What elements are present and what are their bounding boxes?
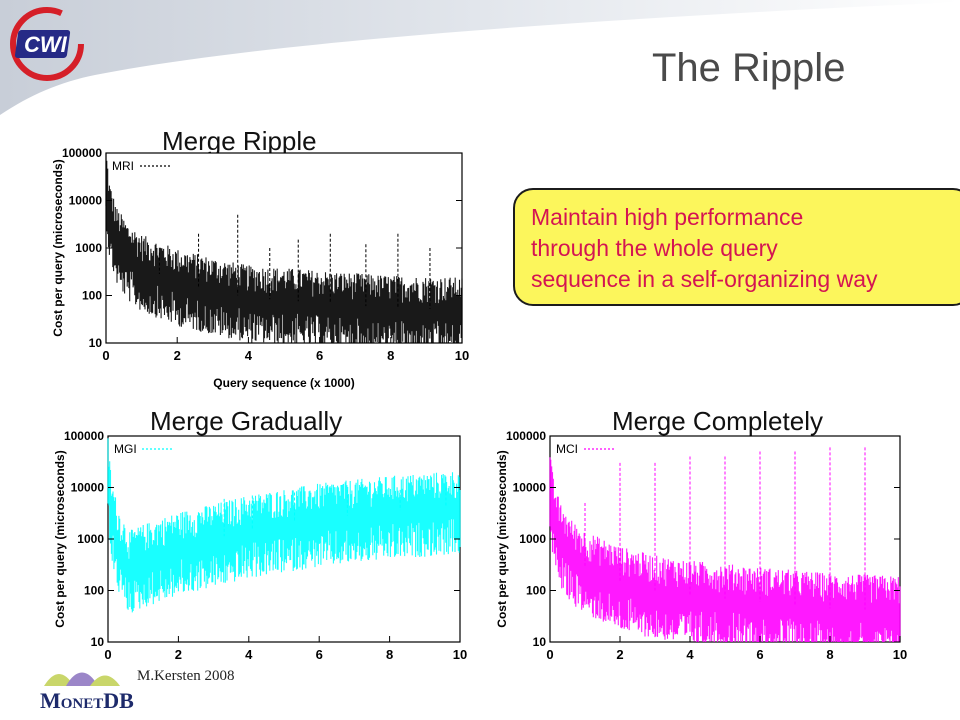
legend-label: MGI <box>114 442 137 456</box>
x-tick-label: 2 <box>174 348 181 363</box>
cwi-logo: CWI <box>8 5 86 83</box>
series-band <box>549 457 901 642</box>
y-tick-label: 100000 <box>62 146 102 160</box>
legend-label: MRI <box>112 159 134 173</box>
x-tick-label: 10 <box>453 647 467 662</box>
y-tick-label: 10000 <box>69 194 103 208</box>
x-tick-label: 6 <box>316 348 323 363</box>
y-tick-label: 100 <box>526 584 546 598</box>
cwi-logo-mark <box>10 7 84 81</box>
data-series <box>549 447 901 642</box>
legend-label: MCI <box>556 442 578 456</box>
callout-line: sequence in a self-organizing way <box>531 266 878 292</box>
slide-title: The Ripple <box>652 46 846 90</box>
x-tick-label: 2 <box>616 647 623 662</box>
y-axis-label: Cost per query (microseconds) <box>495 450 509 627</box>
x-tick-label: 10 <box>893 647 907 662</box>
x-tick-label: 8 <box>386 647 393 662</box>
x-tick-label: 6 <box>316 647 323 662</box>
y-tick-label: 1000 <box>75 241 102 255</box>
x-tick-label: 8 <box>826 647 833 662</box>
x-tick-label: 4 <box>245 647 253 662</box>
callout-box: Maintain high performance through the wh… <box>513 188 960 306</box>
y-tick-label: 100000 <box>506 430 546 443</box>
y-tick-label: 100 <box>84 584 104 598</box>
monetdb-logo-text: MonetDB <box>40 688 134 713</box>
x-tick-label: 0 <box>546 647 553 662</box>
callout-line: through the whole query <box>531 235 778 261</box>
monetdb-logo-mark <box>44 672 120 686</box>
x-tick-label: 8 <box>387 348 394 363</box>
legend-bg <box>553 439 625 457</box>
merge-ripple-chart: 10 100 1000 10000 100000 0 2 4 6 8 10 Cost per quer… <box>51 146 469 390</box>
footer-author: M.Kersten 2008 <box>137 668 235 684</box>
series-band <box>105 153 463 343</box>
merge-gradually-chart: 10 100 1000 10000 100000 0 2 4 6 8 10 Cost per quer… <box>53 430 467 662</box>
chart-title-merge-ripple: Merge Ripple <box>162 126 317 156</box>
y-tick-label: 1000 <box>519 532 546 546</box>
y-axis-label: Cost per query (microseconds) <box>53 450 67 627</box>
x-tick-label: 0 <box>102 348 109 363</box>
x-tick-label: 4 <box>686 647 694 662</box>
monetdb-logo: MonetDB <box>40 664 140 716</box>
cwi-logo-text: CWI <box>24 32 67 57</box>
y-tick-label: 100000 <box>64 430 104 443</box>
merge-completely-chart: 10 100 1000 10000 100000 0 2 4 6 8 10 Cost per quer… <box>495 430 907 662</box>
y-tick-label: 1000 <box>77 532 104 546</box>
y-tick-label: 10 <box>89 336 103 350</box>
data-series <box>105 153 463 343</box>
x-tick-label: 6 <box>756 647 763 662</box>
x-tick-label: 10 <box>455 348 469 363</box>
x-tick-label: 4 <box>245 348 253 363</box>
y-axis-label: Cost per query (microseconds) <box>51 159 65 336</box>
series-band <box>107 438 461 613</box>
y-tick-label: 10000 <box>513 481 547 495</box>
y-tick-label: 100 <box>82 289 102 303</box>
legend-bg <box>111 439 183 457</box>
x-axis-label: Query sequence (x 1000) <box>213 376 354 390</box>
y-tick-label: 10 <box>533 635 547 649</box>
chart-title-merge-completely: Merge Completely <box>612 406 823 436</box>
legend-bg <box>109 156 181 174</box>
x-tick-label: 0 <box>104 647 111 662</box>
chart-title-merge-gradually: Merge Gradually <box>150 406 343 436</box>
y-tick-label: 10 <box>91 635 105 649</box>
data-series <box>107 438 461 613</box>
y-tick-label: 10000 <box>71 481 105 495</box>
callout-line: Maintain high performance <box>531 204 804 230</box>
x-tick-label: 2 <box>175 647 182 662</box>
